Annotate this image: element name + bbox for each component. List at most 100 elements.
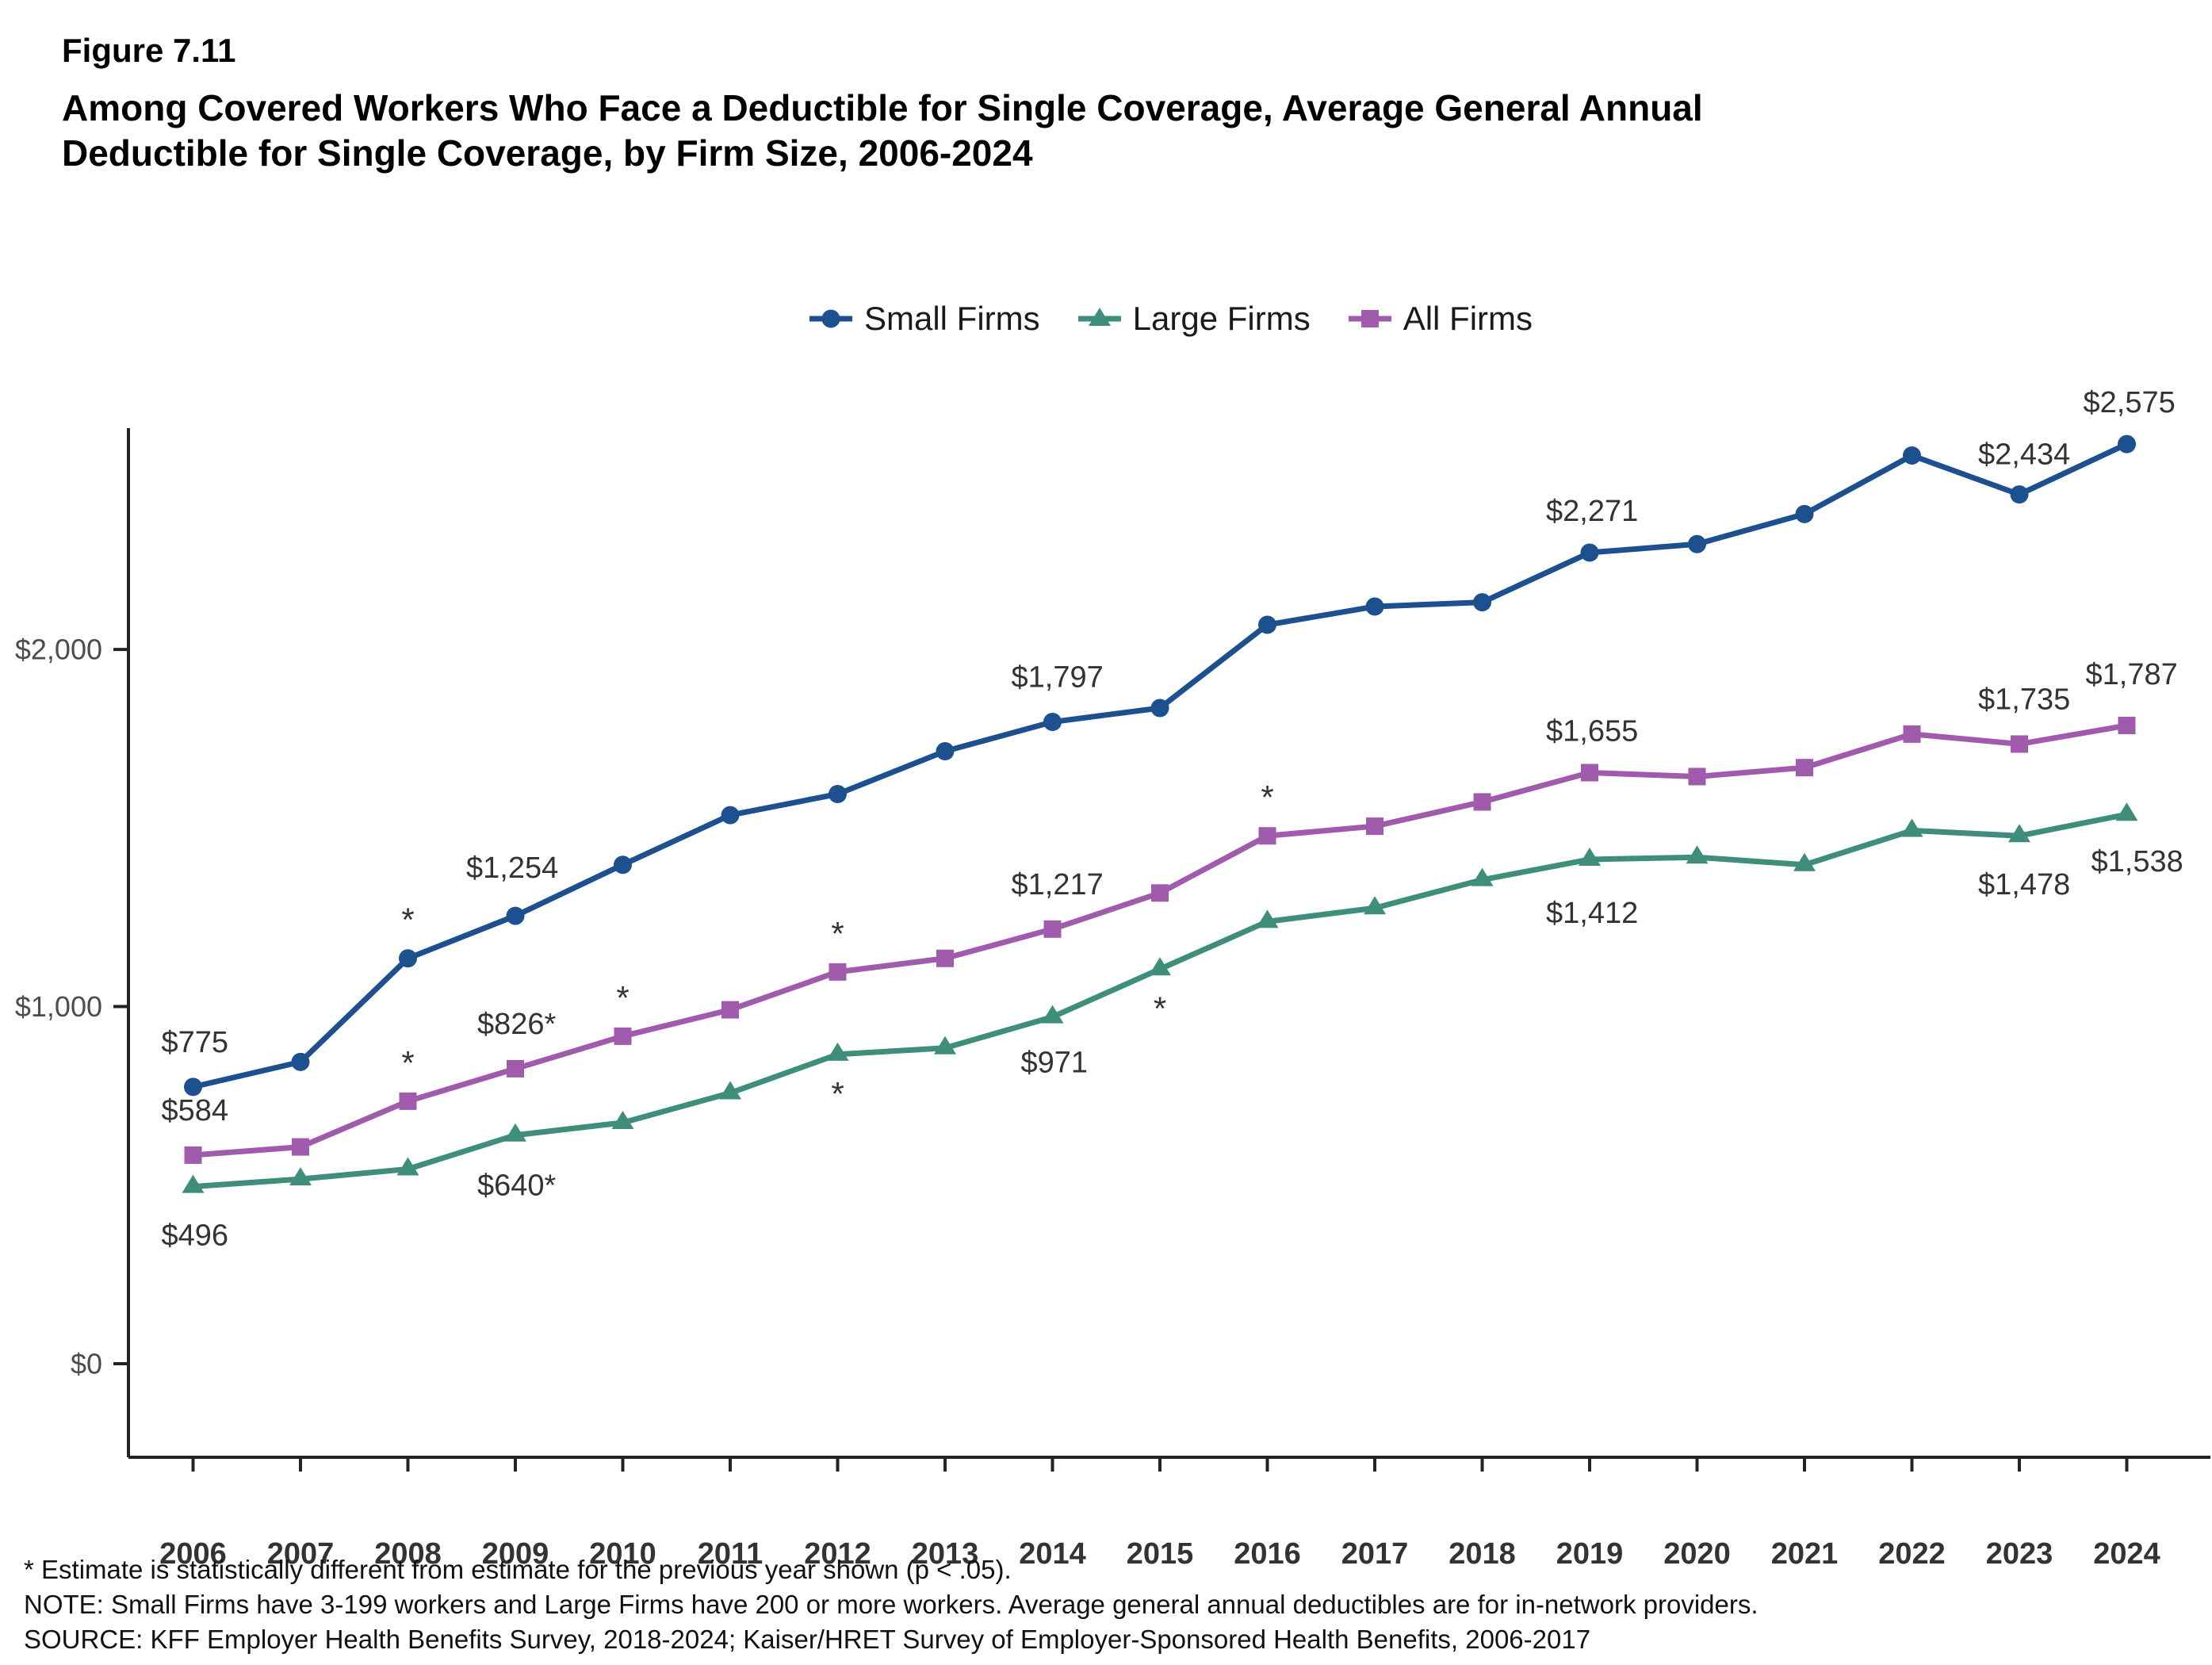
point-value-label: $584 xyxy=(162,1094,229,1127)
data-point-triangle-large-firms xyxy=(1793,852,1816,871)
chart-header: Figure 7.11 Among Covered Workers Who Fa… xyxy=(62,32,2163,176)
data-point-circle-small-firms xyxy=(614,855,632,875)
data-point-circle-small-firms xyxy=(1258,615,1276,634)
point-value-label: $1,412 xyxy=(1546,897,1638,930)
data-point-circle-small-firms xyxy=(1473,593,1491,612)
chart-footnotes: * Estimate is statistically different fr… xyxy=(24,1552,2196,1657)
data-point-square-all-firms xyxy=(1581,764,1598,782)
x-axis-year-label: 2021 xyxy=(1771,1537,1839,1571)
data-point-triangle-large-firms xyxy=(719,1081,741,1100)
x-axis-year-label: 2010 xyxy=(589,1537,656,1571)
point-value-label: $2,434 xyxy=(1978,438,2070,472)
x-axis-year-label: 2007 xyxy=(267,1537,335,1571)
data-point-triangle-large-firms xyxy=(611,1110,634,1129)
data-point-square-all-firms xyxy=(1688,767,1706,786)
point-value-label: $971 xyxy=(1021,1047,1089,1080)
footnote-note: NOTE: Small Firms have 3-199 workers and… xyxy=(24,1590,1759,1619)
small-firms-line-circle-icon xyxy=(809,309,852,328)
data-point-triangle-large-firms xyxy=(182,1174,205,1193)
x-axis-year-label: 2017 xyxy=(1341,1537,1409,1571)
data-point-square-all-firms xyxy=(507,1059,524,1077)
data-point-circle-small-firms xyxy=(1688,534,1706,553)
data-point-triangle-large-firms xyxy=(289,1167,312,1186)
data-point-square-all-firms xyxy=(292,1138,309,1156)
data-point-circle-small-firms xyxy=(1365,597,1384,616)
point-value-label: $1,538 xyxy=(2091,845,2183,878)
data-point-triangle-large-firms xyxy=(2008,824,2030,843)
data-point-square-all-firms xyxy=(1903,725,1921,743)
legend-item-large-firms: Large Firms xyxy=(1077,300,1311,338)
significance-asterisk: * xyxy=(1261,779,1273,816)
point-value-label: $826* xyxy=(477,1008,557,1041)
legend-label-large-firms: Large Firms xyxy=(1132,300,1311,337)
data-point-square-all-firms xyxy=(1258,827,1276,845)
data-point-triangle-large-firms xyxy=(1579,847,1601,866)
data-point-square-all-firms xyxy=(2118,717,2136,735)
data-point-circle-small-firms xyxy=(829,785,847,804)
series-line-all-firms xyxy=(190,722,2130,1158)
significance-asterisk: * xyxy=(616,979,629,1016)
x-axis-year-label: 2008 xyxy=(374,1537,442,1571)
all-firms-line-square-icon xyxy=(1348,310,1391,327)
data-point-circle-small-firms xyxy=(1795,504,1814,523)
data-point-square-all-firms xyxy=(936,949,954,967)
legend-label-all-firms: All Firms xyxy=(1403,300,1533,337)
significance-asterisk: * xyxy=(831,1075,844,1112)
x-axis-year-label: 2023 xyxy=(1986,1537,2053,1571)
point-value-label: $1,735 xyxy=(1978,683,2070,716)
figure-number: Figure 7.11 xyxy=(62,32,236,69)
point-value-label: $1,254 xyxy=(466,852,558,885)
data-point-triangle-large-firms xyxy=(826,1042,849,1061)
data-point-triangle-large-firms xyxy=(396,1157,419,1176)
data-point-circle-small-firms xyxy=(1150,699,1169,718)
data-point-circle-small-firms xyxy=(936,741,955,760)
data-point-square-all-firms xyxy=(1151,884,1169,902)
data-point-circle-small-firms xyxy=(2118,434,2136,454)
data-point-triangle-large-firms xyxy=(2115,802,2138,821)
x-axis-year-label: 2019 xyxy=(1556,1537,1624,1571)
y-axis-tick-label: $1,000 xyxy=(15,990,102,1023)
large-firms-line-triangle-icon xyxy=(1077,308,1121,326)
data-point-circle-small-firms xyxy=(291,1052,310,1071)
point-value-label: $1,478 xyxy=(1978,868,2070,901)
footnote-source: SOURCE: KFF Employer Health Benefits Sur… xyxy=(24,1625,1591,1654)
x-axis-year-label: 2011 xyxy=(698,1537,763,1571)
x-axis-year-label: 2015 xyxy=(1127,1537,1194,1571)
x-axis-year-label: 2018 xyxy=(1449,1537,1516,1571)
point-value-label: $2,271 xyxy=(1546,495,1638,528)
data-point-square-all-firms xyxy=(399,1092,417,1110)
data-point-square-all-firms xyxy=(184,1146,202,1164)
chart-title-line-1: Among Covered Workers Who Face a Deducti… xyxy=(62,87,1703,128)
legend-label-small-firms: Small Firms xyxy=(863,300,1040,337)
x-axis-year-label: 2013 xyxy=(912,1537,979,1571)
data-point-square-all-firms xyxy=(1366,817,1383,836)
data-point-triangle-large-firms xyxy=(1256,909,1279,928)
x-axis-year-label: 2014 xyxy=(1019,1537,1086,1571)
y-axis-tick-label: $2,000 xyxy=(15,633,102,666)
x-axis-year-label: 2006 xyxy=(159,1537,227,1571)
x-axis-year-label: 2012 xyxy=(804,1537,871,1571)
data-point-circle-small-firms xyxy=(399,949,417,968)
data-point-circle-small-firms xyxy=(184,1077,202,1097)
data-point-circle-small-firms xyxy=(721,806,740,825)
data-point-circle-small-firms xyxy=(1043,713,1062,732)
data-point-square-all-firms xyxy=(1043,920,1062,938)
legend-item-all-firms: All Firms xyxy=(1347,300,1533,338)
data-point-triangle-large-firms xyxy=(1364,896,1386,915)
x-axis-year-label: 2022 xyxy=(1878,1537,1946,1571)
x-axis-year-label: 2016 xyxy=(1234,1537,1301,1571)
significance-asterisk: * xyxy=(401,1044,414,1081)
data-point-square-all-firms xyxy=(829,963,847,981)
significance-asterisk: * xyxy=(831,915,844,952)
footnote-significance: * Estimate is statistically different fr… xyxy=(24,1555,1012,1584)
data-point-triangle-large-firms xyxy=(504,1123,526,1142)
point-value-label: $1,217 xyxy=(1012,868,1104,901)
data-point-circle-small-firms xyxy=(1580,543,1599,562)
significance-asterisk: * xyxy=(401,901,414,939)
legend-item-small-firms: Small Firms xyxy=(808,300,1040,338)
point-value-label: $1,787 xyxy=(2086,658,2178,691)
point-value-label: $2,575 xyxy=(2084,386,2176,419)
data-point-circle-small-firms xyxy=(506,906,525,925)
